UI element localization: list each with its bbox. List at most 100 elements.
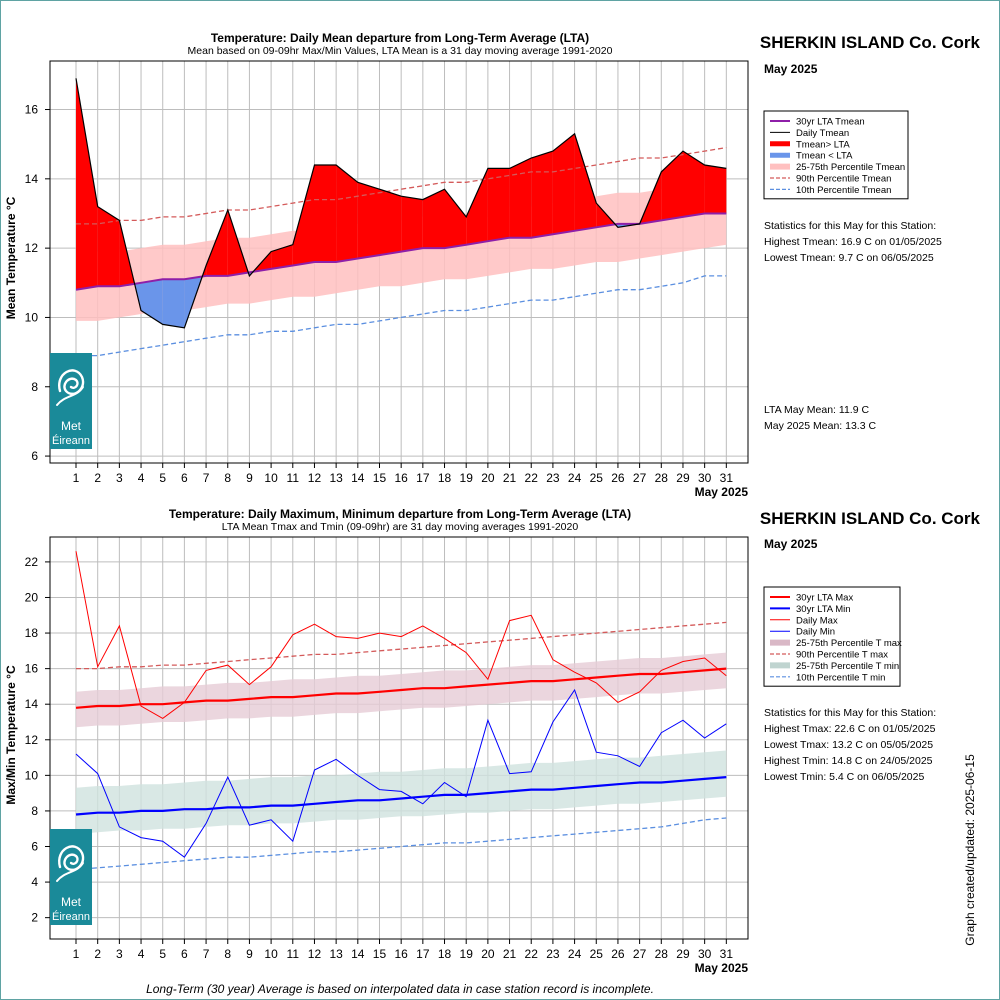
x-tick-label: 9 bbox=[246, 471, 253, 485]
p10-tmean-line bbox=[76, 275, 727, 357]
footer-note: Long-Term (30 year) Average is based on … bbox=[146, 982, 654, 996]
above-lta-fill bbox=[661, 151, 683, 221]
below-lta-fill bbox=[141, 279, 163, 325]
logo-text-eireann: Éireann bbox=[52, 910, 90, 923]
above-lta-fill bbox=[271, 244, 293, 269]
logo-text-met: Met bbox=[61, 419, 82, 433]
chart1-month: May 2025 bbox=[764, 62, 818, 76]
daily-max-line bbox=[75, 551, 727, 719]
x-tick-label: 23 bbox=[546, 471, 560, 485]
y-tick-label: 20 bbox=[25, 590, 39, 604]
above-lta-fill bbox=[379, 189, 402, 256]
x-tick-label: 12 bbox=[308, 471, 322, 485]
x-tick-label: 1 bbox=[73, 947, 80, 961]
daily-min-line bbox=[75, 688, 727, 858]
above-lta-fill bbox=[206, 210, 228, 276]
swoosh-icon bbox=[56, 862, 84, 882]
chart1-lta-mean: LTA May Mean: 11.9 C bbox=[764, 404, 869, 416]
y-tick-label: 12 bbox=[25, 733, 39, 747]
above-lta-fill bbox=[444, 189, 467, 249]
legend-label: 25-75th Percentile T min bbox=[796, 661, 899, 672]
x-tick-label: 16 bbox=[394, 947, 408, 961]
chart2-station: SHERKIN ISLAND Co. Cork bbox=[760, 509, 981, 528]
chart2-stat-lowest-tmin: Lowest Tmin: 5.4 C on 06/05/2025 bbox=[764, 771, 924, 783]
legend-label: Daily Max bbox=[796, 615, 838, 626]
chart2-x-axis-label: May 2025 bbox=[695, 961, 749, 975]
x-tick-label: 23 bbox=[546, 947, 560, 961]
chart1-month-mean: May 2025 Mean: 13.3 C bbox=[764, 420, 876, 432]
chart1-stat-highest: Highest Tmean: 16.9 C on 01/05/2025 bbox=[764, 236, 942, 248]
legend-label: 90th Percentile Tmean bbox=[796, 174, 891, 185]
x-tick-label: 15 bbox=[373, 471, 387, 485]
chart2-stat-highest-tmin: Highest Tmin: 14.8 C on 24/05/2025 bbox=[764, 755, 933, 767]
y-tick-label: 6 bbox=[31, 449, 38, 463]
x-tick-label: 2 bbox=[94, 471, 101, 485]
x-tick-label: 6 bbox=[181, 947, 188, 961]
logo-background bbox=[50, 829, 92, 925]
x-tick-label: 26 bbox=[611, 947, 625, 961]
x-tick-label: 25 bbox=[590, 471, 604, 485]
x-tick-label: 15 bbox=[373, 947, 387, 961]
legend-label: Tmean> LTA bbox=[796, 139, 850, 150]
x-tick-label: 13 bbox=[329, 947, 343, 961]
x-tick-label: 29 bbox=[676, 947, 690, 961]
above-lta-fill bbox=[336, 165, 358, 262]
plot-frame bbox=[49, 60, 749, 464]
x-tick-label: 25 bbox=[590, 947, 604, 961]
x-tick-label: 1 bbox=[73, 471, 80, 485]
above-lta-fill bbox=[401, 196, 423, 252]
above-lta-fill bbox=[292, 165, 315, 266]
x-tick-label: 11 bbox=[287, 471, 300, 485]
x-tick-label: 3 bbox=[116, 471, 123, 485]
x-tick-label: 8 bbox=[224, 947, 231, 961]
below-lta-fill bbox=[162, 279, 185, 328]
x-tick-label: 12 bbox=[308, 947, 322, 961]
x-tick-label: 5 bbox=[159, 471, 166, 485]
x-tick-label: 6 bbox=[181, 471, 188, 485]
above-lta-fill bbox=[487, 168, 510, 242]
y-tick-label: 16 bbox=[25, 662, 39, 676]
x-tick-label: 14 bbox=[351, 947, 365, 961]
x-tick-label: 30 bbox=[698, 947, 712, 961]
x-tick-label: 20 bbox=[481, 947, 495, 961]
y-tick-label: 12 bbox=[25, 241, 39, 255]
x-tick-label: 22 bbox=[525, 947, 539, 961]
legend-label: 25-75th Percentile Tmean bbox=[796, 162, 905, 173]
x-tick-label: 29 bbox=[676, 471, 690, 485]
x-tick-label: 5 bbox=[159, 947, 166, 961]
above-lta-fill bbox=[422, 189, 445, 249]
x-tick-label: 30 bbox=[698, 471, 712, 485]
y-tick-label: 6 bbox=[31, 840, 38, 854]
chart1-subtitle: Mean based on 09-09hr Max/Min Values, LT… bbox=[188, 45, 613, 57]
x-tick-label: 19 bbox=[460, 471, 474, 485]
y-tick-label: 14 bbox=[25, 172, 39, 186]
chart1-station: SHERKIN ISLAND Co. Cork bbox=[760, 33, 981, 52]
p90-tmax-line bbox=[76, 621, 727, 670]
x-tick-label: 19 bbox=[460, 947, 474, 961]
legend-label: 10th Percentile Tmean bbox=[796, 185, 891, 196]
y-tick-label: 18 bbox=[25, 626, 39, 640]
x-tick-label: 24 bbox=[568, 947, 582, 961]
logo-text-met: Met bbox=[61, 895, 82, 909]
x-tick-label: 3 bbox=[116, 947, 123, 961]
chart1-x-axis-label: May 2025 bbox=[695, 485, 749, 499]
legend-label: 10th Percentile T min bbox=[796, 672, 885, 683]
legend-label: 30yr LTA Max bbox=[796, 593, 853, 604]
chart2-y-axis-label: Max/Min Temperature °C bbox=[4, 665, 18, 805]
chart2-stat-highest-tmax: Highest Tmax: 22.6 C on 01/05/2025 bbox=[764, 723, 936, 735]
logo-text-eireann: Éireann bbox=[52, 434, 90, 447]
chart2-stats-header: Statistics for this May for this Station… bbox=[764, 707, 936, 719]
x-tick-label: 8 bbox=[224, 471, 231, 485]
x-tick-label: 9 bbox=[246, 947, 253, 961]
chart1-stat-lowest: Lowest Tmean: 9.7 C on 06/05/2025 bbox=[764, 252, 934, 264]
swoosh-icon bbox=[56, 386, 84, 406]
x-tick-label: 24 bbox=[568, 471, 582, 485]
legend-label: 30yr LTA Min bbox=[796, 604, 851, 615]
x-tick-label: 27 bbox=[633, 471, 647, 485]
x-tick-label: 31 bbox=[720, 471, 734, 485]
legend-label: 25-75th Percentile T max bbox=[796, 638, 902, 649]
